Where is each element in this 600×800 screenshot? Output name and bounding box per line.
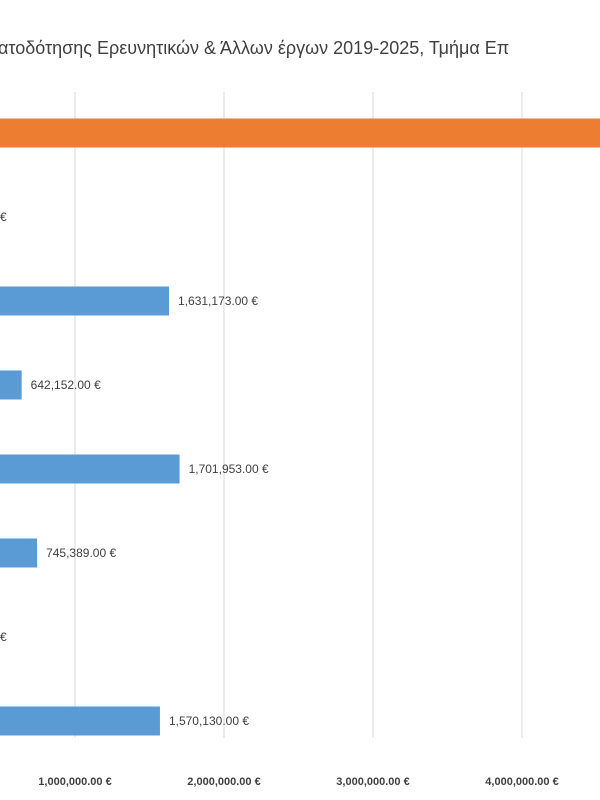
data-label: 642,152.00 € [31, 378, 101, 392]
x-tick-label: 1,000,000.00 € [38, 776, 111, 788]
data-label: 1,631,173.00 € [178, 294, 258, 308]
chart-title: ιατοδότησης Ερευνητικών & Άλλων έργων 20… [0, 38, 510, 58]
data-label: 745,389.00 € [46, 546, 116, 560]
bar [0, 454, 180, 484]
data-label: 1,570,130.00 € [169, 714, 249, 728]
bar [0, 538, 38, 568]
data-label: 1,701,953.00 € [189, 462, 269, 476]
data-label: € [0, 210, 7, 224]
x-tick-label: 3,000,000.00 € [336, 776, 409, 788]
bar [0, 370, 22, 400]
x-tick-label: 4,000,000.00 € [485, 776, 558, 788]
data-label: € [0, 630, 7, 644]
bar [0, 118, 600, 148]
bar [0, 286, 170, 316]
bar [0, 706, 160, 736]
x-tick-label: 2,000,000.00 € [187, 776, 260, 788]
